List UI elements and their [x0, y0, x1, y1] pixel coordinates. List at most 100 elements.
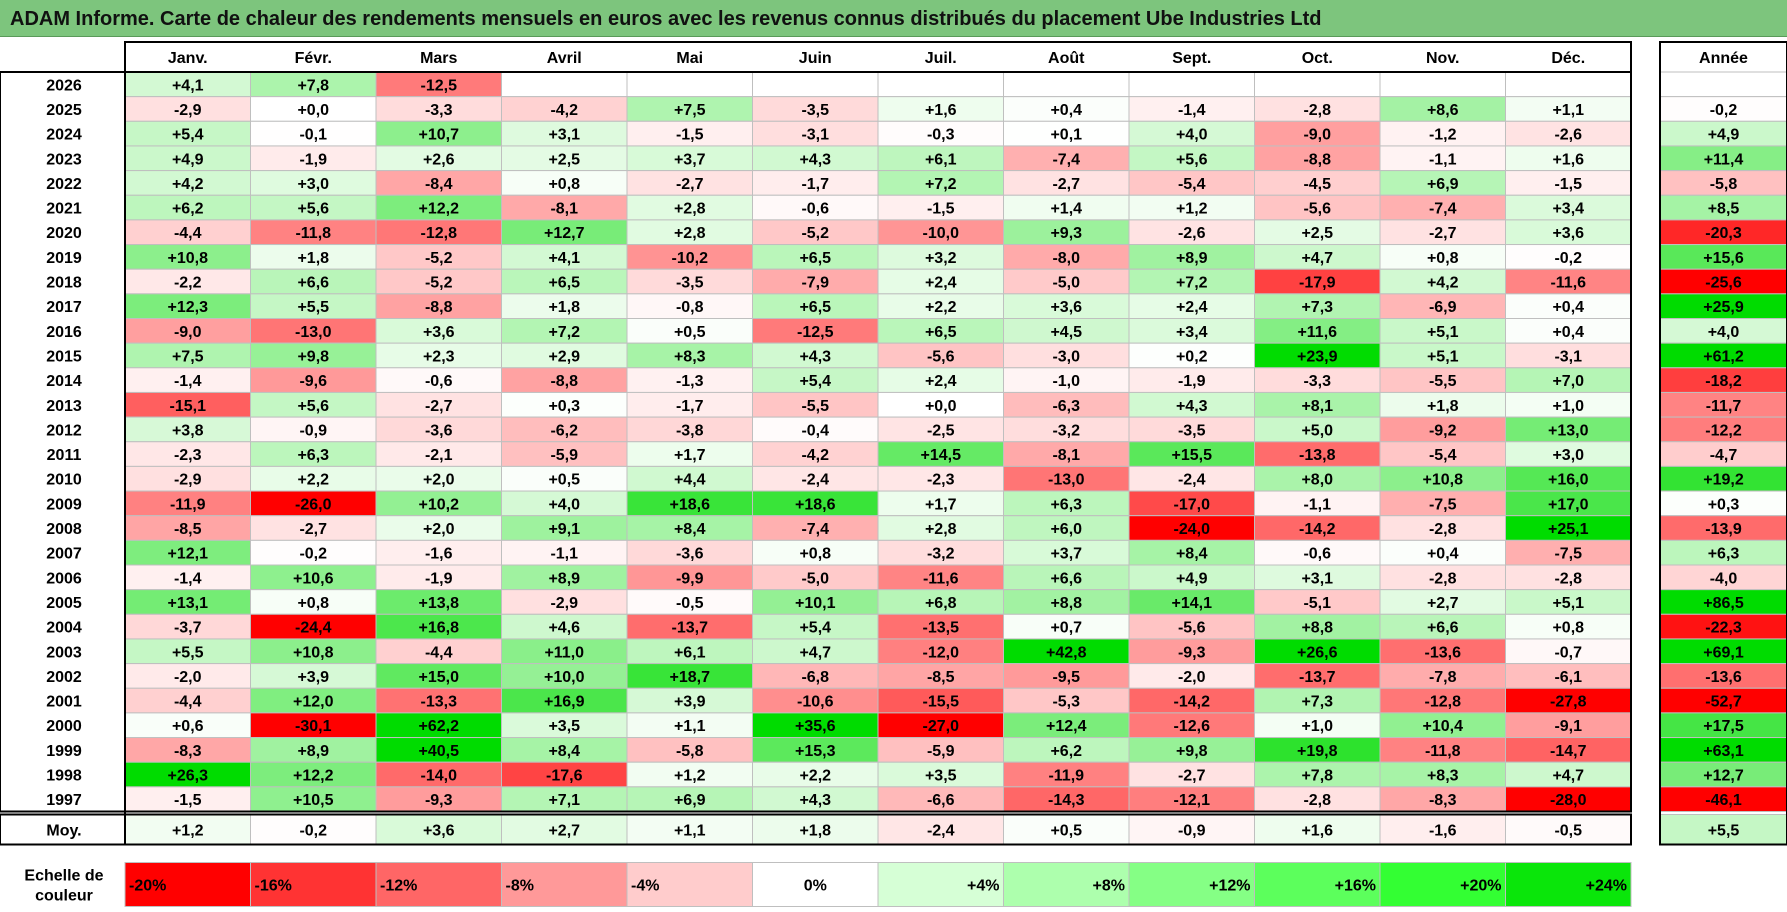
annual-value: +0,3 — [1708, 496, 1740, 513]
cell-value: +9,8 — [297, 348, 329, 365]
cell-value: -2,2 — [174, 275, 202, 292]
average-cell — [124, 814, 251, 845]
cell-value: -10,0 — [923, 225, 960, 242]
heatmap-cell — [1254, 367, 1381, 393]
heatmap-cell — [250, 96, 377, 122]
cell-value: -5,1 — [1303, 595, 1331, 612]
cell-value: -8,3 — [1429, 792, 1457, 809]
heatmap-cell — [1379, 219, 1506, 246]
heatmap-cell — [501, 71, 628, 98]
cell-value: -9,2 — [1429, 422, 1457, 439]
annual-value: -0,2 — [1710, 102, 1738, 119]
heatmap-cell — [1003, 194, 1130, 221]
cell-value: +8,3 — [1427, 768, 1459, 785]
cell-value: +0,0 — [297, 102, 329, 119]
heatmap-cell — [1003, 465, 1130, 492]
heatmap-cell — [1003, 71, 1130, 98]
cell-value: +5,0 — [1301, 422, 1333, 439]
annual-value: -11,7 — [1706, 398, 1742, 415]
cell-value: +6,3 — [1050, 496, 1082, 513]
cell-value: +3,9 — [297, 669, 329, 686]
average-value: +0,5 — [1050, 823, 1082, 840]
year-label: 2022 — [46, 176, 82, 193]
cell-value: +10,0 — [544, 669, 585, 686]
cell-value: -3,7 — [174, 620, 202, 637]
cell-value: -1,2 — [1429, 127, 1457, 144]
cell-value: +5,5 — [297, 299, 329, 316]
heatmap-cell — [752, 589, 879, 615]
heatmap-cell — [752, 761, 879, 788]
heatmap-cell — [752, 342, 879, 369]
annual-cell — [1659, 194, 1787, 221]
cell-value: -13,0 — [295, 324, 332, 341]
heatmap-cell — [501, 737, 628, 763]
cell-value: -7,5 — [1429, 496, 1457, 513]
cell-value: -2,8 — [1303, 102, 1331, 119]
heatmap-cell — [752, 71, 879, 98]
average-value: +1,1 — [674, 823, 706, 840]
annual-cell — [1659, 367, 1787, 393]
cell-value: +42,8 — [1046, 644, 1087, 661]
heatmap-cell — [1128, 465, 1255, 492]
cell-value: -8,8 — [1303, 151, 1331, 168]
month-header: Sept. — [1172, 50, 1211, 67]
cell-value: -7,8 — [1429, 669, 1457, 686]
heatmap-cell — [1254, 761, 1381, 788]
cell-value: -0,2 — [299, 546, 327, 563]
cell-value: -9,6 — [299, 373, 327, 390]
cell-value: +26,3 — [168, 768, 209, 785]
heatmap-cell — [877, 293, 1004, 320]
cell-value: +8,1 — [1301, 398, 1333, 415]
cell-value: -0,7 — [1554, 644, 1582, 661]
cell-value: +6,5 — [799, 299, 831, 316]
cell-value: -24,4 — [295, 620, 332, 637]
cell-value: +3,5 — [925, 768, 957, 785]
heatmap-cell — [626, 515, 753, 541]
cell-value: -0,1 — [299, 127, 327, 144]
cell-value: +5,1 — [1427, 324, 1459, 341]
heatmap-cell — [501, 465, 628, 492]
annual-value: +17,5 — [1703, 718, 1744, 735]
heatmap-cell — [1128, 391, 1255, 418]
month-header: Janv. — [168, 50, 208, 67]
cell-value: -1,4 — [174, 373, 202, 390]
cell-value: -9,1 — [1554, 718, 1582, 735]
cell-value: +1,8 — [548, 299, 580, 316]
heatmap-cell — [501, 194, 628, 221]
month-header-frame — [124, 41, 1632, 73]
heatmap-cell — [124, 71, 251, 98]
heatmap-cell — [501, 638, 628, 665]
heatmap-cell — [877, 416, 1004, 443]
annual-value: -20,3 — [1705, 225, 1742, 242]
cell-value: -4,2 — [550, 102, 578, 119]
heatmap-cell — [752, 293, 879, 320]
heatmap-cell — [1505, 490, 1632, 517]
cell-value: -0,6 — [1303, 546, 1331, 563]
heatmap-cell — [1003, 96, 1130, 122]
heatmap-cell — [501, 244, 628, 270]
heatmap-cell — [1128, 737, 1255, 763]
heatmap-cell — [626, 441, 753, 467]
cell-value: -1,5 — [676, 127, 704, 144]
heatmap-cell — [1505, 564, 1632, 591]
cell-value: +4,1 — [548, 250, 580, 267]
heatmap-cell — [250, 318, 377, 344]
month-header: Déc. — [1551, 50, 1585, 67]
heatmap-cell — [752, 120, 879, 147]
annual-value: -13,6 — [1705, 669, 1742, 686]
legend-stop-label: +24% — [1586, 878, 1627, 895]
cell-value: -2,0 — [1178, 669, 1206, 686]
heatmap-cell — [752, 170, 879, 196]
cell-value: -27,0 — [923, 718, 960, 735]
year-label: 1998 — [46, 768, 82, 785]
cell-value: +6,2 — [1050, 743, 1082, 760]
cell-value: -5,0 — [801, 570, 829, 587]
heatmap-cell — [1254, 441, 1381, 467]
cell-value: -0,6 — [801, 201, 829, 218]
cell-value: +12,3 — [168, 299, 209, 316]
month-header: Avril — [547, 50, 582, 67]
heatmap-cell — [1128, 120, 1255, 147]
annual-cell — [1659, 589, 1787, 615]
cell-value: +5,1 — [1427, 348, 1459, 365]
year-label: 2002 — [46, 669, 82, 686]
